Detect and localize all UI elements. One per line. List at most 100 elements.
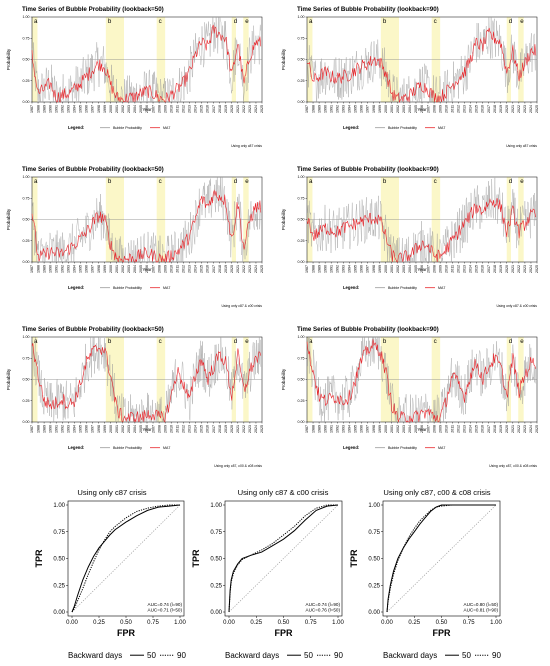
y-tick-label: 0.25: [23, 239, 30, 243]
x-tick-label: 2013: [463, 425, 467, 433]
timeseries-panel-4: Time Series of Bubble Probability (lookb…: [281, 166, 539, 308]
x-tick-label: 1997: [91, 105, 95, 113]
crisis-label-a: a: [309, 18, 313, 25]
y-tick-label: 0.25: [53, 583, 65, 589]
x-tick-label: 2012: [182, 105, 186, 113]
x-tick-label: 2022: [517, 425, 521, 433]
x-tick-label: 2002: [396, 105, 400, 113]
x-tick-label: 2007: [151, 105, 155, 113]
x-tick-label: 2017: [212, 265, 216, 273]
y-axis-label: TPR: [349, 549, 359, 568]
x-tick-label: 2018: [493, 265, 497, 273]
crisis-label-b: b: [383, 178, 387, 185]
ma7-line: [306, 197, 537, 263]
x-tick-label: 2001: [390, 105, 394, 113]
x-tick-label: 2020: [230, 265, 234, 273]
legend-item-ma7: MA7: [438, 126, 445, 130]
x-tick-label: 2008: [432, 425, 436, 433]
crisis-label-d: d: [509, 338, 513, 345]
x-tick-label: 1988: [311, 265, 315, 273]
y-tick-label: 1.00: [298, 335, 305, 339]
x-tick-label: 2006: [145, 105, 149, 113]
x-tick-label: 2011: [175, 425, 179, 433]
crisis-label-d: d: [509, 178, 513, 185]
legend-item-50: 50: [304, 651, 313, 660]
auc-label: AUC=0.74 (l=90): [306, 602, 341, 607]
backward-days-legend-2: Backward days 50 90: [225, 651, 343, 660]
timeseries-panel-6: Time Series of Bubble Probability (lookb…: [281, 326, 539, 468]
y-tick-label: 1.00: [368, 503, 380, 509]
x-axis-label: Year: [142, 107, 152, 112]
y-axis-label: Probability: [281, 208, 286, 230]
x-tick-label: 2013: [463, 105, 467, 113]
x-tick-label: 2000: [384, 265, 388, 273]
legend-item-50: 50: [147, 651, 156, 660]
x-tick-label: 1991: [329, 425, 333, 433]
x-tick-label: 2000: [384, 105, 388, 113]
x-tick-label: 2007: [151, 265, 155, 273]
subset-note: Using only c87 & c00 crisis: [496, 304, 537, 308]
y-tick-label: 0.00: [298, 420, 305, 424]
y-tick-label: 1.00: [298, 15, 305, 19]
x-tick-label: 1989: [317, 425, 321, 433]
legend-item-ma7: MA7: [163, 126, 170, 130]
x-tick-label: 2007: [426, 425, 430, 433]
x-tick-label: 2006: [145, 425, 149, 433]
x-tick-label: 2008: [157, 425, 161, 433]
auc-label: AUC=0.81 (l=90): [464, 608, 499, 613]
x-tick-label: 2010: [444, 105, 448, 113]
x-tick-label: 2012: [182, 265, 186, 273]
x-tick-label: 1990: [323, 425, 327, 433]
x-tick-label: 2015: [475, 425, 479, 433]
x-tick-label: 2001: [390, 265, 394, 273]
x-tick-label: 2019: [499, 105, 503, 113]
x-tick-label: 1995: [354, 425, 358, 433]
x-tick-label: 1990: [323, 265, 327, 273]
ma7-line: [31, 189, 262, 263]
y-tick-label: 1.00: [53, 503, 65, 509]
auc-label: AUC=0.80 (l=50): [464, 602, 499, 607]
y-tick-label: 0.75: [53, 530, 65, 536]
x-tick-label: 1988: [36, 265, 40, 273]
x-tick-label: 1.00: [490, 620, 502, 626]
roc-curve-50: [228, 504, 339, 613]
x-tick-label: 1993: [342, 265, 346, 273]
x-tick-label: 2005: [139, 425, 143, 433]
x-tick-label: 2000: [384, 425, 388, 433]
x-tick-label: 0.00: [381, 620, 393, 626]
x-tick-label: 2023: [523, 105, 527, 113]
x-tick-label: 2010: [444, 425, 448, 433]
x-tick-label: 2014: [194, 425, 198, 433]
chart-title: Time Series of Bubble Probability (lookb…: [297, 326, 439, 333]
x-tick-label: 1997: [366, 105, 370, 113]
x-tick-label: 2018: [218, 105, 222, 113]
y-tick-label: 0.00: [298, 260, 305, 264]
x-tick-label: 2011: [450, 105, 454, 113]
x-tick-label: 2017: [487, 105, 491, 113]
crisis-label-a: a: [34, 18, 38, 25]
subset-note: Using only c87 crisis: [231, 144, 262, 148]
x-tick-label: 1991: [54, 265, 58, 273]
x-tick-label: 1988: [36, 425, 40, 433]
x-tick-label: 2008: [157, 105, 161, 113]
x-tick-label: 2017: [212, 105, 216, 113]
legend-item-ma7: MA7: [438, 286, 445, 290]
x-tick-label: 1997: [91, 425, 95, 433]
x-tick-label: 2002: [121, 265, 125, 273]
chance-diagonal: [386, 504, 497, 613]
x-tick-label: 2005: [414, 265, 418, 273]
x-tick-label: 2015: [200, 425, 204, 433]
legend-item-ma7: MA7: [438, 446, 445, 450]
y-tick-label: 0.75: [298, 356, 305, 360]
x-tick-label: 2022: [242, 265, 246, 273]
x-tick-label: 0.25: [250, 620, 262, 626]
crisis-label-a: a: [34, 178, 38, 185]
legend-title: Legend:: [68, 445, 84, 450]
x-tick-label: 2011: [175, 265, 179, 273]
x-tick-label: 2010: [444, 265, 448, 273]
y-axis-label: Probability: [281, 368, 286, 390]
x-tick-label: 2012: [182, 425, 186, 433]
y-tick-label: 1.00: [23, 335, 30, 339]
chance-diagonal: [71, 504, 181, 613]
x-tick-label: 2013: [188, 105, 192, 113]
